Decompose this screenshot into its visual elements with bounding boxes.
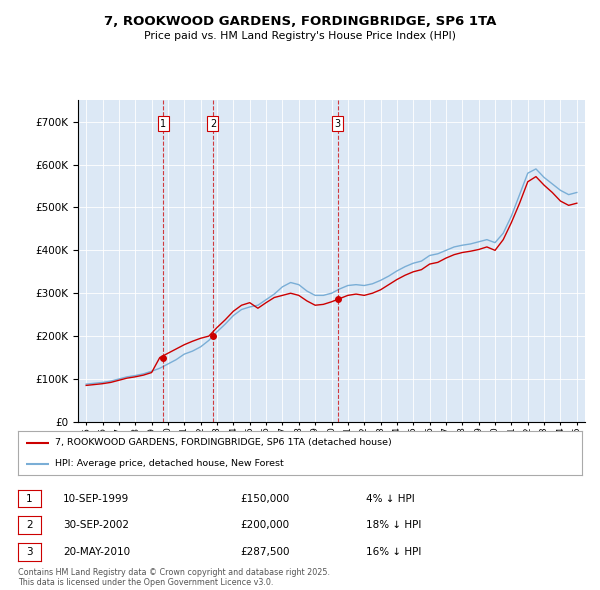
Text: 16% ↓ HPI: 16% ↓ HPI [366,547,421,556]
Text: HPI: Average price, detached house, New Forest: HPI: Average price, detached house, New … [55,460,283,468]
Text: £200,000: £200,000 [240,520,289,530]
Text: 18% ↓ HPI: 18% ↓ HPI [366,520,421,530]
Text: 30-SEP-2002: 30-SEP-2002 [63,520,129,530]
Text: 3: 3 [335,119,341,129]
Text: £287,500: £287,500 [240,547,290,556]
Text: 10-SEP-1999: 10-SEP-1999 [63,494,129,503]
Text: 7, ROOKWOOD GARDENS, FORDINGBRIDGE, SP6 1TA (detached house): 7, ROOKWOOD GARDENS, FORDINGBRIDGE, SP6 … [55,438,391,447]
Text: Price paid vs. HM Land Registry's House Price Index (HPI): Price paid vs. HM Land Registry's House … [144,31,456,41]
Text: 2: 2 [210,119,216,129]
Text: Contains HM Land Registry data © Crown copyright and database right 2025.
This d: Contains HM Land Registry data © Crown c… [18,568,330,587]
Text: £150,000: £150,000 [240,494,289,503]
Text: 1: 1 [160,119,166,129]
Text: 3: 3 [26,547,33,556]
Text: 2: 2 [26,520,33,530]
Text: 1: 1 [26,494,33,503]
Text: 20-MAY-2010: 20-MAY-2010 [63,547,130,556]
Text: 4% ↓ HPI: 4% ↓ HPI [366,494,415,503]
Text: 7, ROOKWOOD GARDENS, FORDINGBRIDGE, SP6 1TA: 7, ROOKWOOD GARDENS, FORDINGBRIDGE, SP6 … [104,15,496,28]
